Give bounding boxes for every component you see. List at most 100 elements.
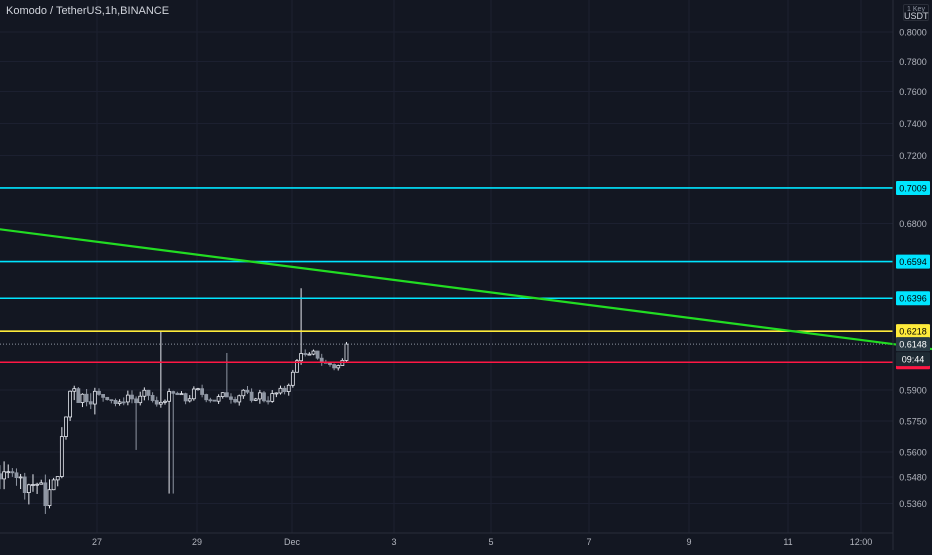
candle-down bbox=[154, 396, 159, 407]
candle-body bbox=[92, 390, 97, 405]
candle-body bbox=[43, 482, 48, 507]
candle-down bbox=[183, 392, 188, 405]
candle-up bbox=[237, 394, 242, 406]
time-axis[interactable]: 27 29 Dec 3 5 7 9 11 12:00 bbox=[92, 537, 872, 547]
level-price-label: 0.6218 bbox=[899, 327, 927, 337]
candle-down bbox=[200, 384, 205, 398]
candle-body bbox=[266, 400, 271, 403]
price-tick-label: 0.5480 bbox=[899, 473, 927, 483]
candle-body bbox=[262, 392, 266, 402]
candle-down bbox=[22, 472, 27, 500]
candle-up bbox=[336, 364, 341, 371]
candle-body bbox=[183, 393, 188, 402]
candle-body bbox=[121, 401, 126, 404]
candle-down bbox=[14, 468, 19, 486]
candle-down bbox=[121, 397, 126, 406]
candle-up bbox=[18, 473, 23, 490]
candle-up bbox=[220, 392, 225, 399]
candle-up bbox=[80, 393, 85, 408]
candle-up bbox=[196, 387, 200, 391]
candle-body bbox=[68, 390, 73, 418]
level-price-label-bg bbox=[896, 254, 930, 269]
countdown-label-bg bbox=[896, 352, 930, 367]
level-price-label: 0.7009 bbox=[899, 183, 927, 193]
horizontal-levels[interactable] bbox=[0, 187, 893, 364]
level-price-label-bg bbox=[896, 291, 930, 306]
candle-body bbox=[84, 393, 89, 403]
candle-up bbox=[72, 385, 77, 401]
candle-down bbox=[249, 388, 254, 403]
candle-up bbox=[6, 464, 11, 479]
candle-body bbox=[97, 390, 101, 395]
candle-body bbox=[72, 388, 77, 392]
candle-body bbox=[224, 392, 229, 398]
price-tick-label: 0.5750 bbox=[899, 417, 927, 427]
symbol-name: Komodo / TetherUS bbox=[6, 5, 102, 17]
candle-up bbox=[59, 427, 64, 479]
candle-body bbox=[257, 392, 262, 400]
time-tick-label: 5 bbox=[488, 537, 493, 547]
candle-body bbox=[22, 476, 27, 493]
candle-down bbox=[146, 389, 151, 401]
candle-body bbox=[311, 350, 316, 355]
time-tick-label: 7 bbox=[586, 537, 591, 547]
candle-body bbox=[117, 401, 122, 404]
candle-body bbox=[31, 484, 35, 486]
candle-body bbox=[142, 389, 147, 397]
candle-body bbox=[158, 401, 163, 405]
candle-up bbox=[92, 387, 97, 415]
time-tick-label: 9 bbox=[686, 537, 691, 547]
price-tick-label: 0.7600 bbox=[899, 87, 927, 97]
candle-body bbox=[332, 364, 337, 369]
candle-body bbox=[171, 391, 176, 394]
currency-selector[interactable]: 1 Key USDT bbox=[903, 4, 929, 21]
candle-body bbox=[286, 384, 291, 392]
candle-body bbox=[233, 399, 238, 403]
candle-up bbox=[257, 389, 262, 404]
candle-down bbox=[233, 396, 238, 404]
candle-body bbox=[290, 371, 295, 386]
candle-up bbox=[290, 369, 295, 388]
candle-down bbox=[150, 392, 155, 403]
candle-body bbox=[18, 476, 23, 479]
candle-up bbox=[179, 391, 184, 396]
candle-body bbox=[315, 350, 320, 359]
currency-text: USDT bbox=[904, 11, 929, 21]
candle-down bbox=[88, 393, 93, 410]
candle-body bbox=[344, 343, 349, 361]
candle-up bbox=[64, 416, 68, 440]
candle-down bbox=[109, 399, 114, 404]
candle-body bbox=[191, 388, 196, 400]
price-axis[interactable]: 0.8000 0.7800 0.7600 0.7400 0.7200 0.6800 0.59… bbox=[899, 28, 927, 510]
candle-down bbox=[229, 393, 233, 404]
candle-up bbox=[253, 397, 258, 402]
candle-body bbox=[237, 395, 242, 403]
trendline bbox=[0, 228, 932, 351]
candle-up bbox=[344, 341, 349, 363]
candle-body bbox=[278, 387, 283, 394]
candle-up bbox=[55, 476, 60, 487]
time-tick-label: 29 bbox=[192, 537, 202, 547]
candle-body bbox=[125, 394, 130, 403]
candle-up bbox=[274, 392, 279, 398]
trendline-group[interactable] bbox=[0, 225, 932, 359]
candle-down bbox=[97, 388, 101, 396]
level-price-label: 0.6594 bbox=[899, 257, 927, 267]
symbol-title[interactable]: Komodo / TetherUS, 1h, BINANCE bbox=[6, 5, 169, 17]
candle-up bbox=[138, 391, 143, 406]
candle-up bbox=[270, 390, 275, 403]
candle-body bbox=[150, 395, 155, 401]
candle-down bbox=[212, 399, 217, 402]
candle-body bbox=[249, 391, 254, 401]
candle-body bbox=[307, 353, 312, 356]
candle-down bbox=[332, 363, 337, 371]
candle-body bbox=[282, 387, 287, 392]
candle-body bbox=[295, 360, 299, 373]
candle-up bbox=[142, 387, 147, 401]
candle-body bbox=[101, 394, 106, 398]
title-separator: , bbox=[117, 5, 121, 17]
candle-body bbox=[47, 489, 52, 507]
